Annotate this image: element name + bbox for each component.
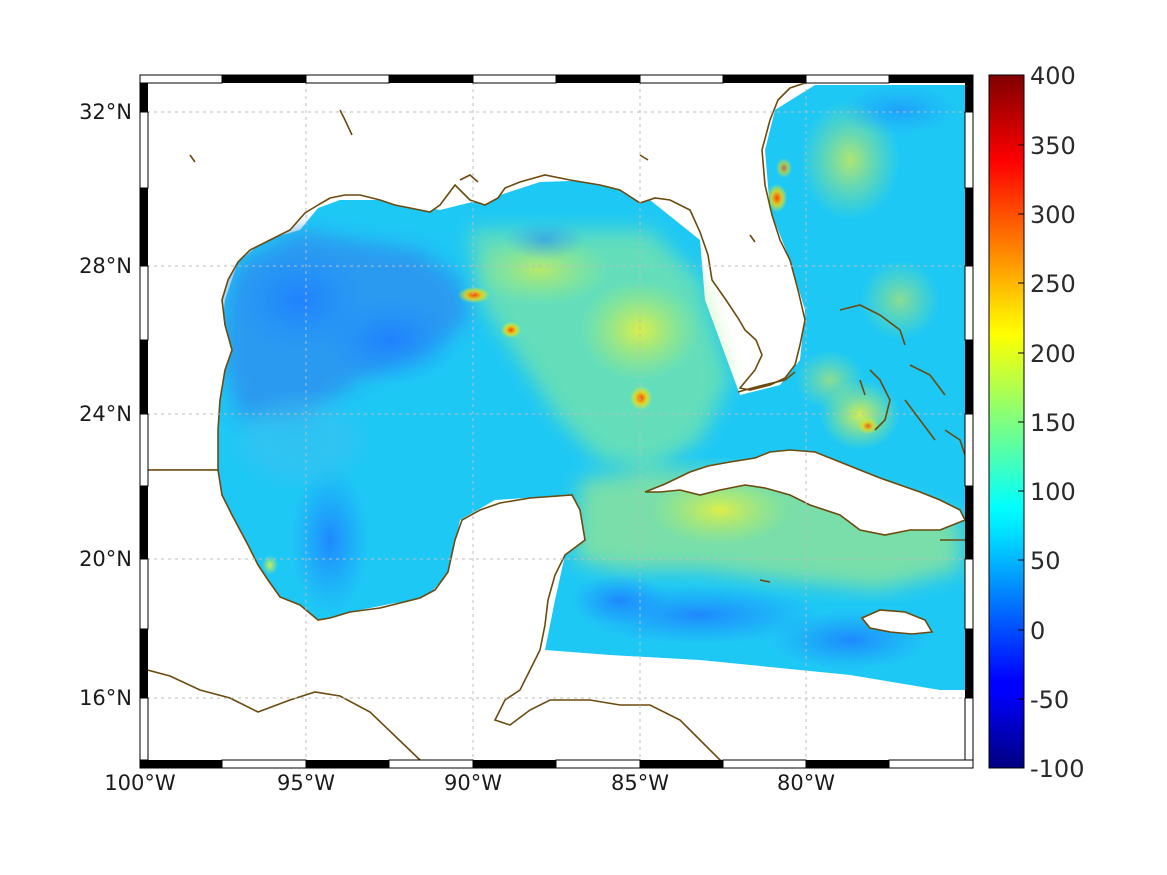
colorbar-label-100: 100 xyxy=(1030,478,1076,506)
coastlines xyxy=(140,75,973,768)
lat-label-20: 20°N xyxy=(79,547,132,571)
lon-label-100: 100°W xyxy=(104,771,176,795)
colorbar-label-350: 350 xyxy=(1030,132,1076,160)
lat-label-24: 24°N xyxy=(79,402,132,426)
lat-label-16: 16°N xyxy=(79,686,132,710)
lon-label-85: 85°W xyxy=(611,771,669,795)
colorbar-label-minus-50: -50 xyxy=(1030,686,1069,714)
colorbar-label-0: 0 xyxy=(1030,617,1045,645)
colorbar-label-minus-100: -100 xyxy=(1030,755,1084,783)
colorbar-label-300: 300 xyxy=(1030,201,1076,229)
colorbar-label-250: 250 xyxy=(1030,270,1076,298)
colorbar-label-400: 400 xyxy=(1030,62,1076,90)
colorbar-label-150: 150 xyxy=(1030,409,1076,437)
lon-label-90: 90°W xyxy=(444,771,502,795)
latitude-labels: 32°N 28°N 24°N 20°N 16°N xyxy=(79,100,132,710)
lat-label-32: 32°N xyxy=(79,100,132,124)
colorbar: 400 350 300 250 200 150 100 50 0 -50 -10… xyxy=(988,62,1084,783)
colorbar-label-200: 200 xyxy=(1030,340,1076,368)
colorbar-label-50: 50 xyxy=(1030,547,1061,575)
longitude-labels: 100°W 95°W 90°W 85°W 80°W xyxy=(104,771,835,795)
lon-label-95: 95°W xyxy=(277,771,335,795)
graticule xyxy=(140,75,973,768)
lat-label-28: 28°N xyxy=(79,254,132,278)
map-frame xyxy=(139,74,974,769)
lon-label-80: 80°W xyxy=(777,771,835,795)
